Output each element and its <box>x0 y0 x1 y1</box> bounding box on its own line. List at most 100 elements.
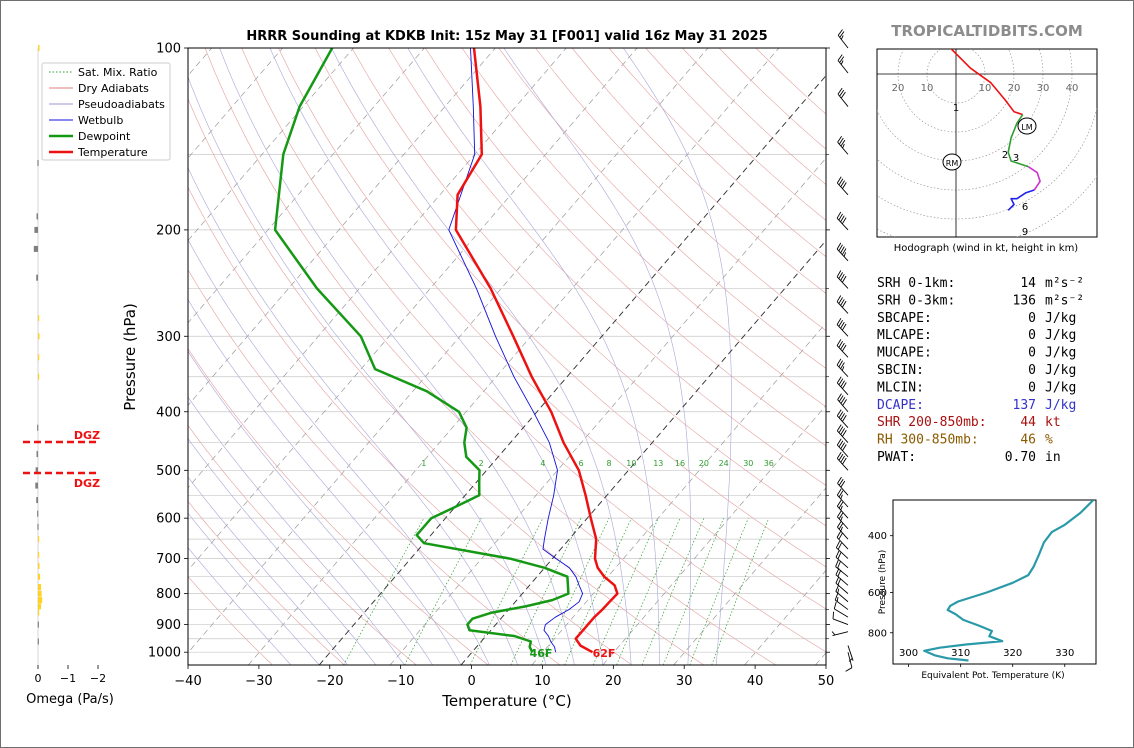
wind-barb-feather <box>840 480 846 488</box>
pressure-tick-label: 100 <box>156 42 181 57</box>
wind-barb-feather <box>840 428 845 435</box>
wind-barb-feather <box>842 444 847 451</box>
theta-e-axes: 400 600 800 300 310 320 330 <box>868 531 1074 667</box>
storm-motion-markers: LM RM <box>942 117 1037 171</box>
wind-barb-staff <box>836 494 849 508</box>
pseudoadiabat-line <box>188 239 490 665</box>
legend-label: Temperature <box>77 146 148 159</box>
pressure-tick-label: 400 <box>156 405 181 420</box>
pseudoadiabat-line <box>188 547 292 665</box>
wind-barb-feather <box>837 393 842 400</box>
wind-barb-staff <box>836 444 849 458</box>
left-mover-marker <box>1017 117 1037 135</box>
pressure-tick-label: 1000 <box>148 646 181 661</box>
temperature-tick-label: −20 <box>316 674 343 689</box>
pressure-tick-label: 500 <box>156 464 181 479</box>
mixing-ratio-label: 13 <box>653 459 663 468</box>
wind-barb-feather <box>837 542 842 550</box>
hodograph-segment <box>1007 114 1029 168</box>
pseudoadiabat-line <box>269 48 604 665</box>
mixing-ratio-line <box>469 518 544 665</box>
wind-barb-feather <box>840 139 846 147</box>
pseudoadiabat-line <box>188 167 518 665</box>
mixing-ratio-line <box>592 518 659 665</box>
wind-barb-feather <box>840 397 846 404</box>
omega-bar <box>38 45 40 51</box>
dry-adiabat-line <box>425 48 826 447</box>
wind-barb-feather <box>841 300 847 308</box>
wind-barb-feather <box>836 295 842 302</box>
dry-adiabat-line <box>498 48 826 369</box>
omega-bar <box>35 467 38 474</box>
theta-e-line <box>923 500 1095 662</box>
wind-barb-staff <box>836 382 849 396</box>
wind-barb-feather <box>836 451 842 459</box>
index-value: 14 <box>1020 276 1036 291</box>
omega-bar <box>35 482 38 489</box>
dry-adiabat-line <box>188 98 705 665</box>
surface-dewpoint-label: 46F <box>530 647 553 660</box>
omega-axis-label: Omega (Pa/s) <box>26 692 114 707</box>
theta-e-y-tick-label: 800 <box>868 628 887 639</box>
index-label: PWAT: <box>877 450 916 465</box>
index-value: 137 <box>1013 398 1036 413</box>
wind-barb-feather <box>838 360 843 368</box>
mixing-ratio-line <box>711 518 770 665</box>
wind-barb-staff <box>836 458 849 471</box>
wind-barb-staff <box>837 526 849 540</box>
dry-adiabat-line <box>461 48 826 408</box>
dry-adiabat-line <box>204 48 776 665</box>
dry-adiabat-line <box>188 500 345 665</box>
dry-adiabat-line <box>188 186 633 665</box>
mixing-ratio-label: 10 <box>626 459 636 468</box>
omega-panel: DGZ DGZ 0 −1 −2 Omega (Pa/s) <box>23 45 114 707</box>
wind-barb-feather <box>840 380 845 387</box>
dgz-top-label: DGZ <box>74 429 100 442</box>
legend-label: Pseudoadiabats <box>78 98 165 111</box>
wind-barb-feather <box>838 244 843 252</box>
hodograph-ring-label: 20 <box>1008 83 1021 94</box>
mixing-ratio-line <box>343 518 425 665</box>
temperature-tick-label: −30 <box>245 674 272 689</box>
index-unit: J/kg <box>1045 363 1076 378</box>
wind-barb-feather <box>838 512 844 520</box>
omega-bar <box>38 584 41 590</box>
brand-watermark: TROPICALTIDBITS.COM <box>891 22 1083 40</box>
wind-barb-feather <box>832 611 835 619</box>
wind-barb-feather <box>838 213 843 221</box>
pressure-tick-label: 200 <box>156 223 181 238</box>
legend-label: Dry Adiabats <box>78 82 149 95</box>
wind-barb <box>836 530 849 550</box>
temperature-tick-label: −40 <box>174 674 201 689</box>
temperature-tick-label: 10 <box>534 674 551 689</box>
wind-barb-feather <box>840 299 845 306</box>
temperature-tick-label: 0 <box>467 674 475 689</box>
wind-barb-feather <box>837 29 843 36</box>
omega-bar <box>38 609 40 616</box>
mixing-ratio-label: 4 <box>540 459 545 468</box>
theta-e-x-tick-label: 310 <box>951 648 970 659</box>
index-unit: m²s⁻² <box>1045 276 1084 291</box>
wind-barb-staff <box>836 364 849 378</box>
wind-barb-feather <box>841 366 845 371</box>
wind-barb-feather <box>840 413 845 420</box>
omega-dgz: DGZ DGZ <box>23 429 100 490</box>
pressure-tick-label: 800 <box>156 587 181 602</box>
index-label: DCAPE: <box>877 398 924 413</box>
wind-barb-feather <box>841 217 847 225</box>
omega-bar <box>33 245 38 252</box>
wind-barb-feather <box>838 297 843 304</box>
index-unit: % <box>1045 433 1053 448</box>
omega-bar <box>36 497 38 504</box>
isotherm-line <box>248 48 780 665</box>
wind-barb-feather <box>848 657 853 662</box>
height-label-1km: 1 <box>953 103 959 114</box>
hodograph-segment <box>1028 166 1041 191</box>
isotherm-line <box>531 322 826 665</box>
hodograph-segment <box>950 49 1023 116</box>
wind-barb-feather <box>842 382 847 389</box>
wind-barb-staff <box>836 324 849 337</box>
index-value: 0 <box>1028 328 1036 343</box>
wind-barb-staff <box>835 591 849 603</box>
wind-barb-feather <box>843 252 847 257</box>
